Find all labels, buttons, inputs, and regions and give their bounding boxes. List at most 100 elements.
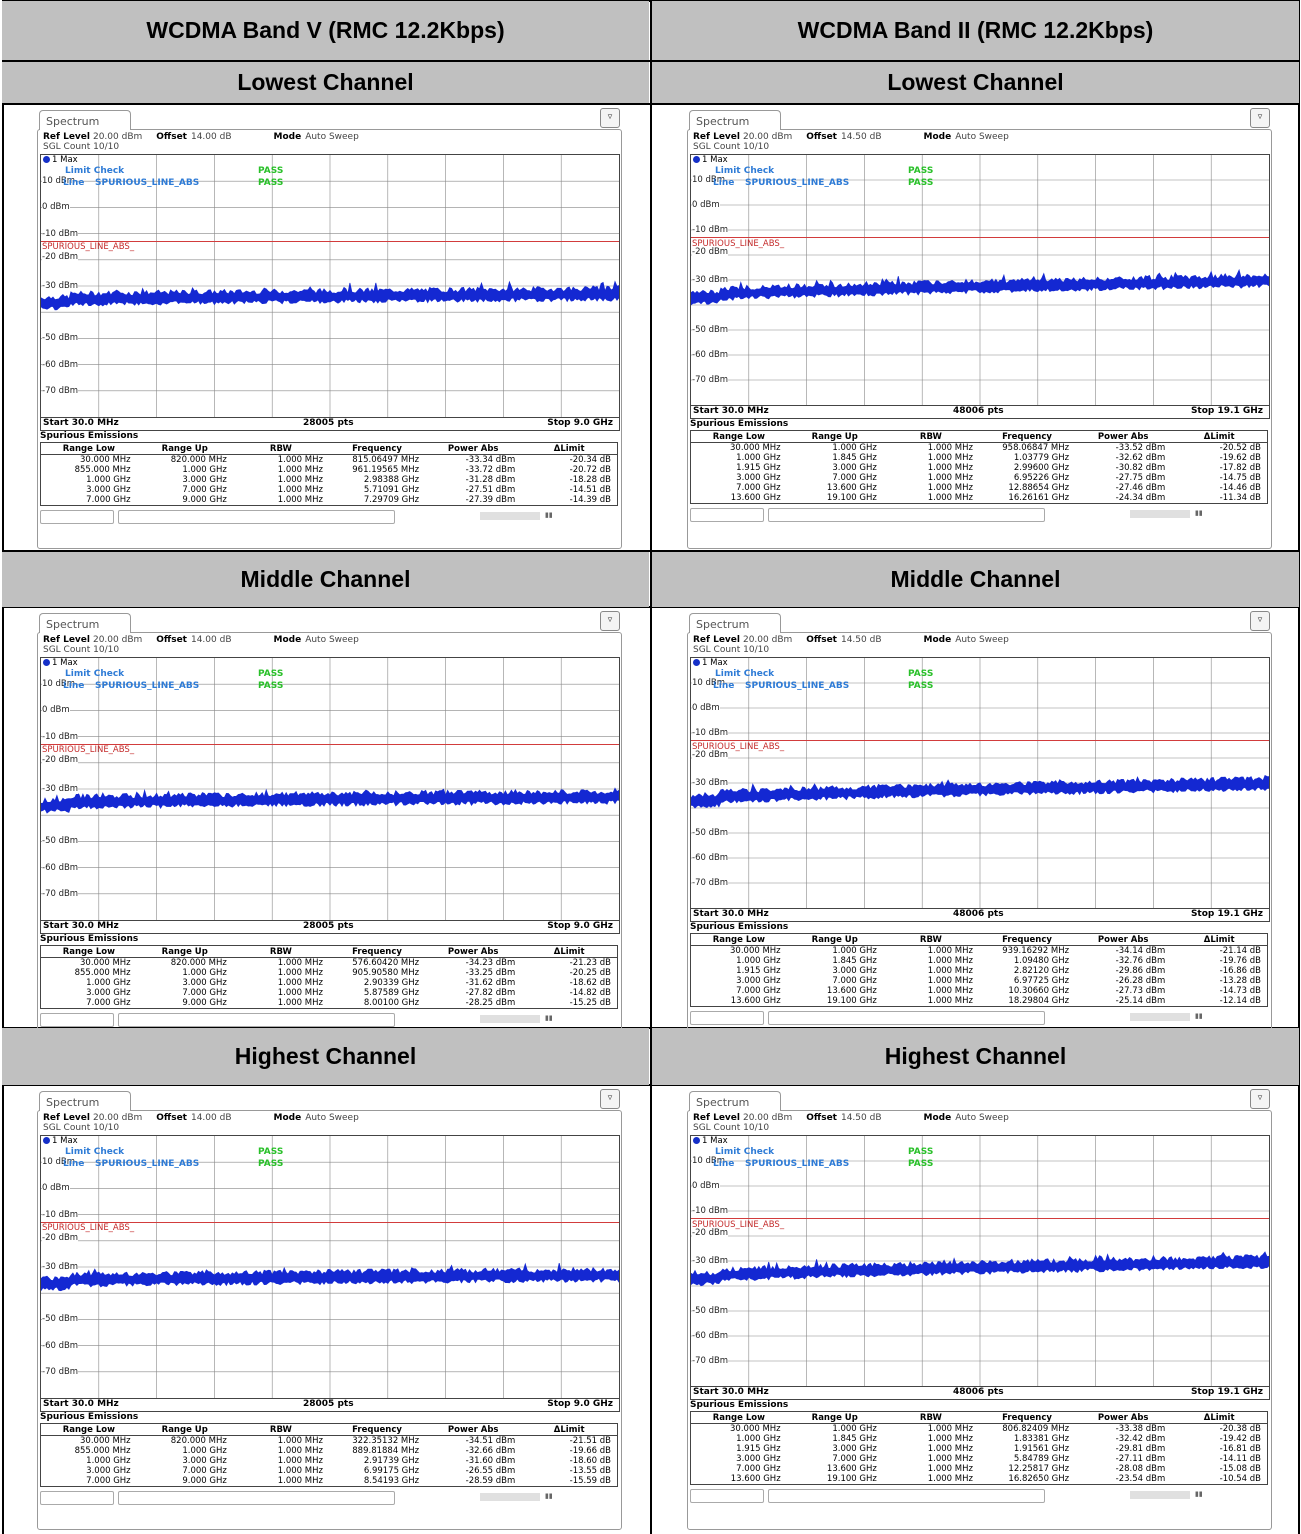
channel-heading: Lowest Channel xyxy=(2,62,649,103)
limit-line-label: SPURIOUS_LINE_ABS_ xyxy=(42,242,135,253)
column-header: ΔLimit xyxy=(521,1423,618,1436)
offset-label: Offset xyxy=(156,1113,187,1123)
table-cell: 13.600 GHz xyxy=(826,483,877,493)
table-row: 1.000 GHz 3.000 GHz 1.000 MHz 2.90339 GHz -3… xyxy=(41,978,618,988)
y-axis-label: -20 dBm xyxy=(42,754,79,765)
table-row: 7.000 GHz 13.600 GHz 1.000 MHz 10.30660 GHz… xyxy=(691,986,1268,996)
status-bar: ▮▮ xyxy=(690,1011,1270,1025)
marker-icon: ▿ xyxy=(1250,108,1270,128)
mode-value: Auto Sweep xyxy=(305,635,359,645)
y-axis-label: 10 dBm xyxy=(692,175,726,185)
y-axis-label: -70 dBm xyxy=(42,1366,79,1377)
table-cell: 7.000 GHz xyxy=(182,1466,227,1476)
table-row: 1.000 GHz 1.845 GHz 1.000 MHz 1.09480 GHz -3… xyxy=(691,956,1268,966)
sgl-count: SGL Count 10/10 xyxy=(43,142,120,152)
table-cell: 7.29709 GHz xyxy=(363,495,420,505)
spurious-table: Range Low Range Up RBW Frequency Power Abs ΔL… xyxy=(690,430,1268,504)
y-axis-label: 0 dBm xyxy=(692,200,720,210)
stop-freq: Stop 19.1 GHz xyxy=(1190,1387,1263,1397)
table-cell: 1.000 MHz xyxy=(927,946,973,956)
line-label: Line xyxy=(713,178,735,188)
table-cell: -27.46 dBm xyxy=(1115,483,1166,493)
table-cell: -33.25 dBm xyxy=(465,968,516,978)
instrument-icon: ▮▮ xyxy=(545,1014,553,1022)
table-cell: 1.000 MHz xyxy=(277,465,323,475)
points: 48006 pts xyxy=(953,909,1004,919)
y-axis-label: -50 dBm xyxy=(692,828,729,838)
table-cell: -27.75 dBm xyxy=(1115,473,1166,483)
table-cell: -34.14 dBm xyxy=(1115,946,1166,956)
table-cell: -32.62 dBm xyxy=(1115,453,1166,463)
table-cell: 3.000 GHz xyxy=(736,1454,781,1464)
progress-bar xyxy=(1130,510,1190,518)
table-cell: 13.600 GHz xyxy=(730,1474,781,1484)
sgl-count: SGL Count 10/10 xyxy=(693,142,770,152)
table-cell: 30.000 MHz xyxy=(730,1424,781,1434)
y-axis-label: -60 dBm xyxy=(692,350,729,360)
points: 28005 pts xyxy=(303,418,354,428)
table-cell: -27.11 dBm xyxy=(1115,1454,1166,1464)
table-cell: 1.000 GHz xyxy=(832,443,877,453)
y-axis-label: -70 dBm xyxy=(692,375,729,385)
ref-value: 20.00 dBm xyxy=(92,635,143,645)
start-freq: Start 30.0 MHz xyxy=(693,1387,769,1397)
table-cell: 1.000 MHz xyxy=(277,988,323,998)
x-axis-row: Start 30.0 MHz 48006 pts Stop 19.1 GHz xyxy=(690,1387,1270,1400)
trace-dot-icon xyxy=(43,156,50,163)
column-header: Frequency xyxy=(328,1423,426,1436)
table-cell: -23.54 dBm xyxy=(1115,1474,1166,1484)
table-cell: 9.000 GHz xyxy=(182,1476,227,1486)
spectrum-plot: 10 dBm 0 dBm -10 dBm -20 dBm -30 dBm -50 dBm -… xyxy=(690,657,1270,909)
trace-name: 1 Max xyxy=(702,1136,728,1146)
table-cell: 13.600 GHz xyxy=(730,493,781,503)
pass-label: PASS xyxy=(908,1159,934,1169)
column-header: ΔLimit xyxy=(1171,430,1268,443)
grid-vline xyxy=(1298,0,1300,1534)
table-cell: 1.09480 GHz xyxy=(1013,956,1070,966)
spectrum-plot: 10 dBm 0 dBm -10 dBm -20 dBm -30 dBm -50 dBm -… xyxy=(40,1135,620,1399)
table-cell: 19.100 GHz xyxy=(826,996,877,1006)
column-title: WCDMA Band II (RMC 12.2Kbps) xyxy=(652,1,1299,60)
table-cell: 1.000 MHz xyxy=(927,986,973,996)
table-cell: 13.600 GHz xyxy=(826,1464,877,1474)
y-axis-label: -20 dBm xyxy=(692,247,729,257)
table-cell: 1.000 GHz xyxy=(182,1446,227,1456)
mode-value: Auto Sweep xyxy=(955,132,1009,142)
line-name: SPURIOUS_LINE_ABS xyxy=(95,1159,200,1169)
table-row: 1.000 GHz 1.845 GHz 1.000 MHz 1.03779 GHz -3… xyxy=(691,453,1268,463)
pass-label: PASS xyxy=(258,681,284,691)
spectrum-tab: Spectrum xyxy=(39,613,131,633)
mode-value: Auto Sweep xyxy=(955,635,1009,645)
table-cell: -28.25 dBm xyxy=(465,998,516,1008)
line-label: Line xyxy=(713,681,735,691)
table-row: 855.000 MHz 1.000 GHz 1.000 MHz 889.81884 M… xyxy=(41,1446,618,1456)
table-cell: 7.000 GHz xyxy=(832,976,877,986)
table-cell: -20.34 dB xyxy=(569,455,611,465)
column-header: Power Abs xyxy=(1075,430,1172,443)
status-field xyxy=(40,510,114,524)
x-axis-row: Start 30.0 MHz 48006 pts Stop 19.1 GHz xyxy=(690,909,1270,922)
table-cell: 1.83381 GHz xyxy=(1013,1434,1070,1444)
instrument-icon: ▮▮ xyxy=(1195,509,1203,517)
spectrum-screenshot: Spectrum ▿ Ref Level 20.00 dBm Offset 14.50 d… xyxy=(687,108,1272,550)
instrument-icon: ▮▮ xyxy=(545,511,553,519)
trace-name: 1 Max xyxy=(52,658,78,668)
limit-line-label: SPURIOUS_LINE_ABS_ xyxy=(42,1223,135,1234)
table-row: 3.000 GHz 7.000 GHz 1.000 MHz 5.71091 GHz -2… xyxy=(41,485,618,495)
offset-value: 14.50 dB xyxy=(840,1113,882,1123)
table-cell: 7.000 GHz xyxy=(736,1464,781,1474)
table-row: 7.000 GHz 9.000 GHz 1.000 MHz 8.54193 GHz -2… xyxy=(41,1476,618,1487)
table-row: 30.000 MHz 820.000 MHz 1.000 MHz 322.35132 … xyxy=(41,1436,618,1447)
table-cell: 820.000 MHz xyxy=(170,1436,227,1446)
table-cell: -15.25 dB xyxy=(569,998,611,1008)
spectrum-plot: 10 dBm 0 dBm -10 dBm -20 dBm -30 dBm -50 dBm -… xyxy=(690,154,1270,406)
column-header: RBW xyxy=(232,945,329,958)
spectrum-grid xyxy=(41,155,619,417)
column-header: Range Up xyxy=(136,945,233,958)
table-cell: 1.000 MHz xyxy=(927,443,973,453)
pass-label: PASS xyxy=(908,669,934,679)
ref-info: Ref Level 20.00 dBm Offset 14.50 dB Mode Auto… xyxy=(693,635,1009,645)
spectrum-frame xyxy=(37,129,622,549)
table-cell: 1.000 MHz xyxy=(927,1454,973,1464)
table-row: 3.000 GHz 7.000 GHz 1.000 MHz 6.99175 GHz -2… xyxy=(41,1466,618,1476)
